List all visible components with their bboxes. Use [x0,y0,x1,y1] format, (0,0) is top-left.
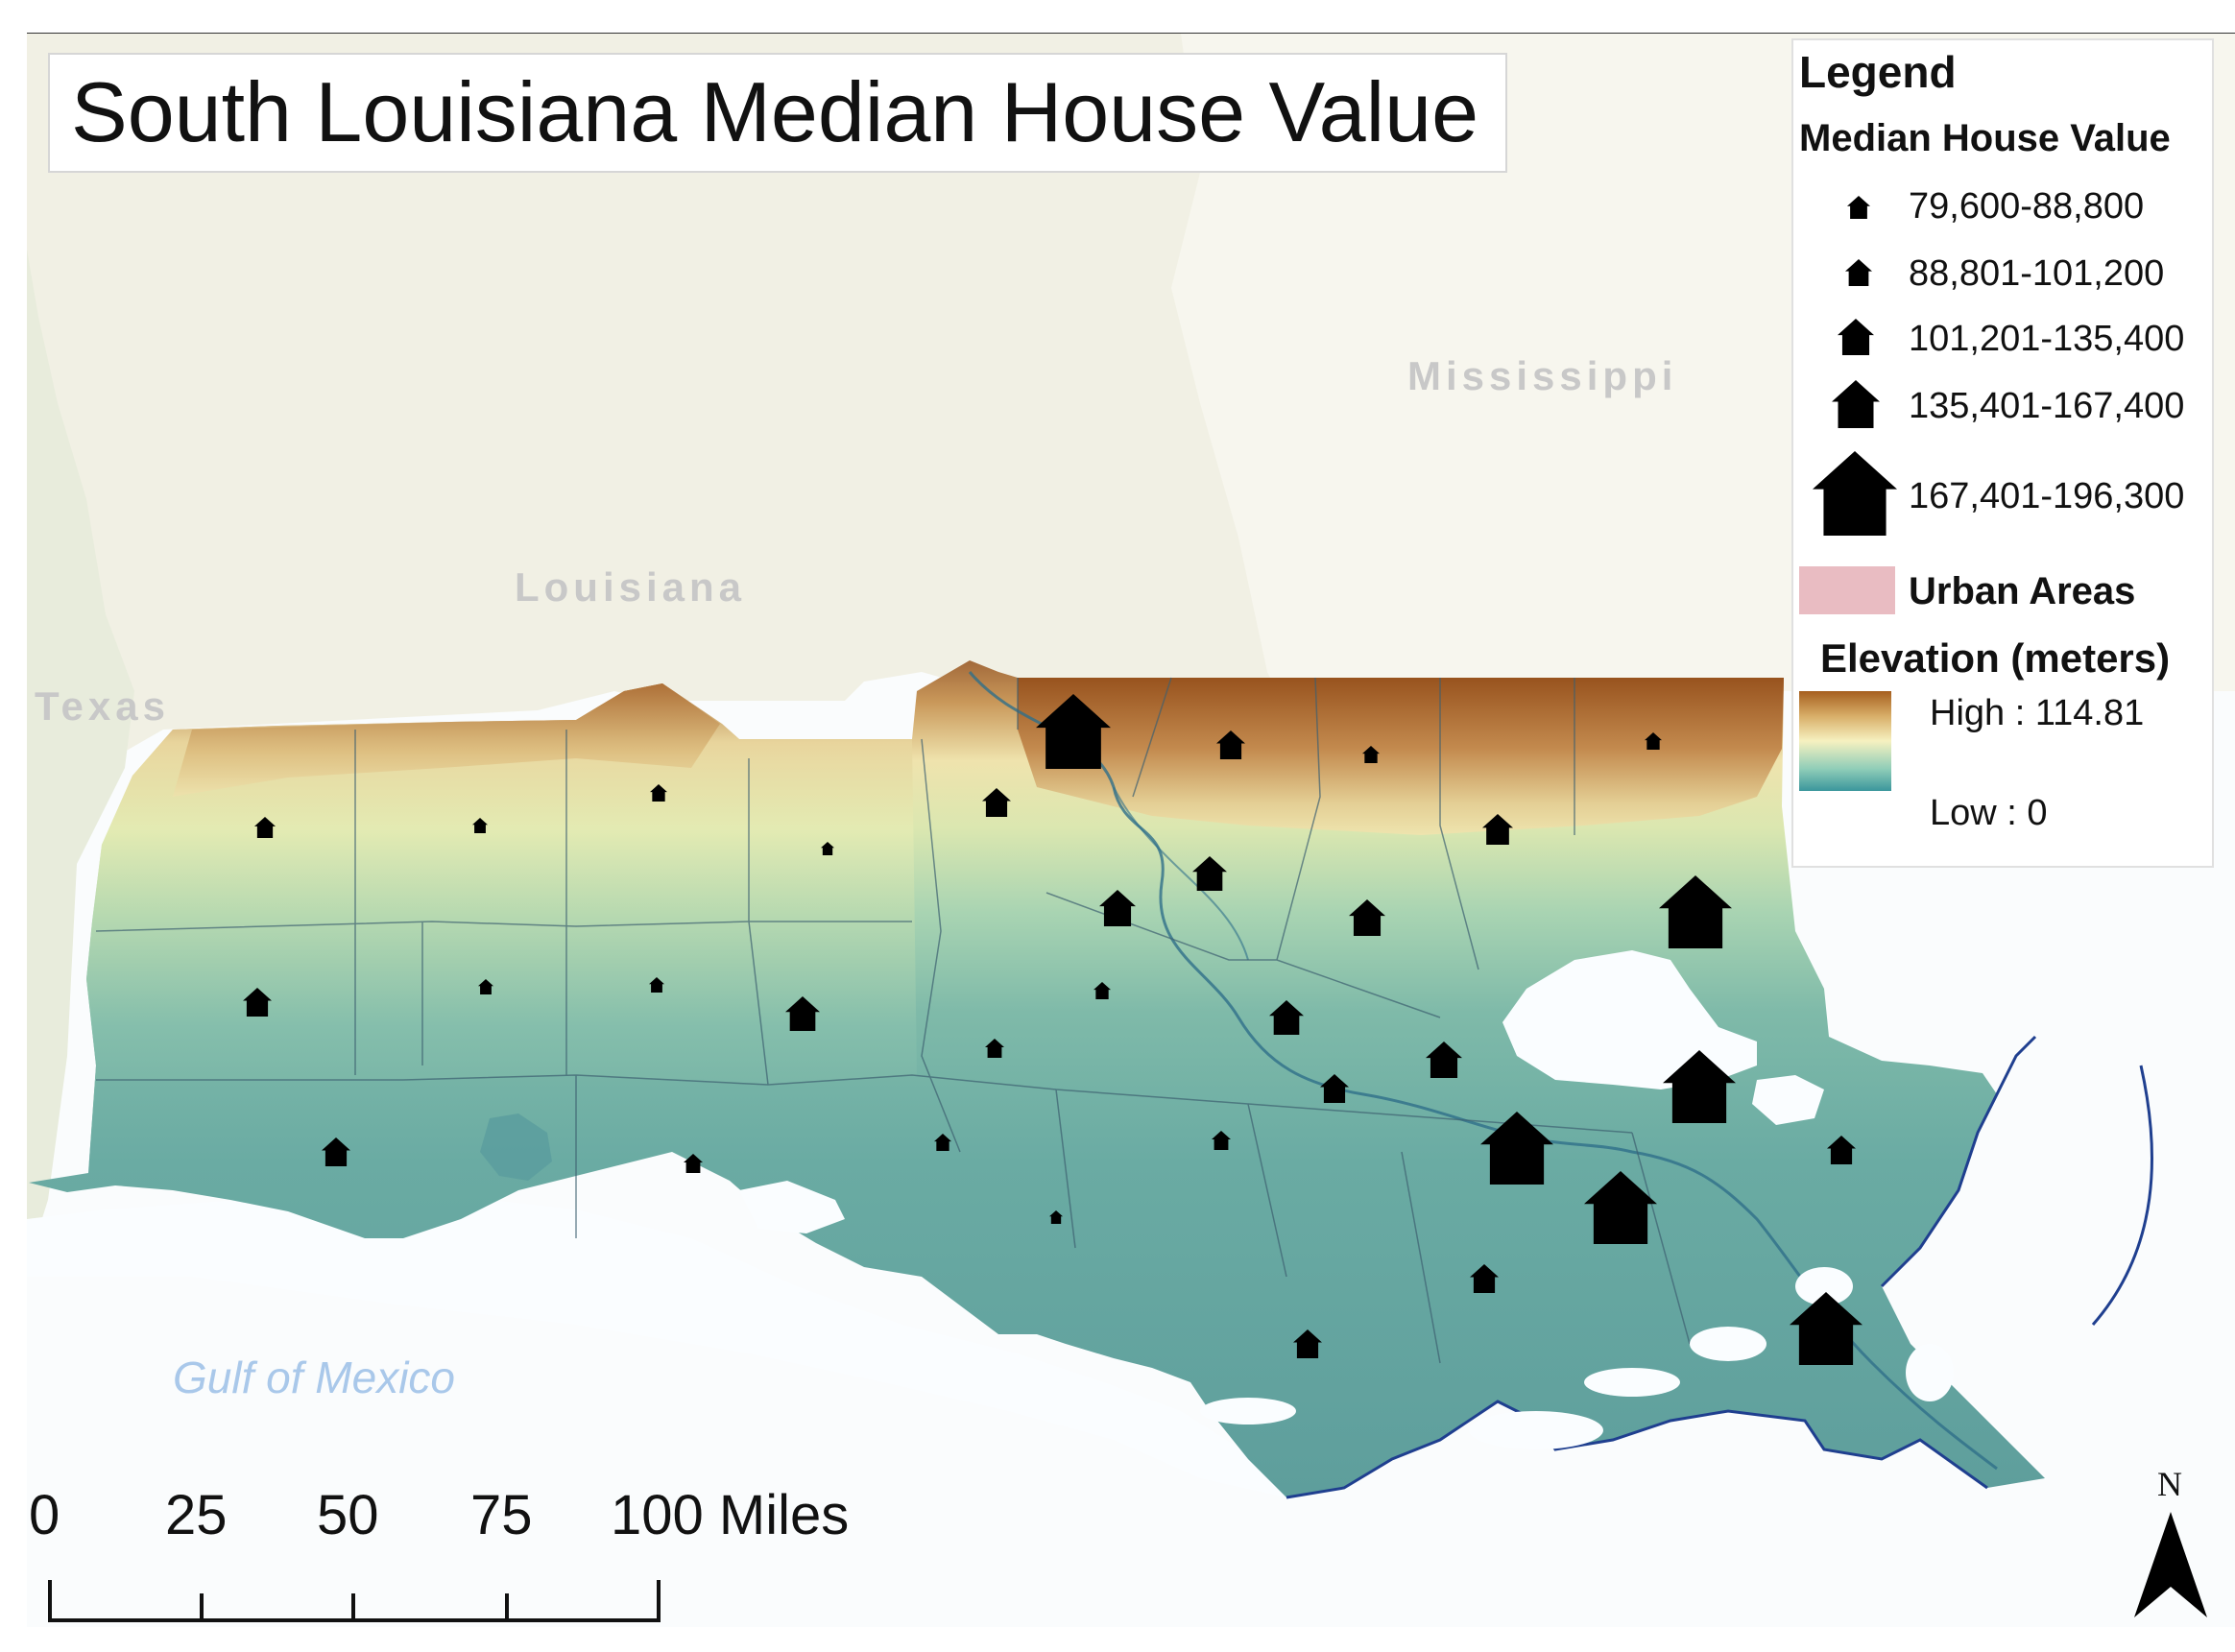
label-texas: Texas [35,683,170,729]
house-icon [1036,694,1111,769]
elevation-low-label: Low : 0 [1930,793,2048,833]
legend-class-2-label: 88,801-101,200 [1909,253,2165,294]
house-icon [684,1154,703,1173]
house-icon [1584,1171,1657,1244]
florida-parishes-hills [1018,678,1784,835]
house-icon [1426,1041,1462,1078]
north-label: N [2157,1465,2182,1503]
house-icon [472,818,488,833]
legend-class-4-label: 135,401-167,400 [1909,386,2185,426]
house-icon [1099,890,1136,926]
parish-boundaries [95,677,1691,1364]
urban-areas-swatch [1799,566,1895,614]
house-icon [478,979,493,994]
house-icon [1320,1074,1349,1103]
house-icon [1663,1050,1736,1123]
legend-panel: Legend Median House Value 79,600-88,800 … [1791,38,2214,868]
house-icon [982,788,1011,817]
house-icon [1049,1210,1063,1224]
house-icon [1645,732,1662,750]
house-icon-class-3 [1838,319,1874,355]
map-title-box: South Louisiana Median House Value [48,53,1507,173]
house-icon-class-5 [1813,451,1897,536]
house-icon [1480,1112,1553,1185]
elevation-high-label: High : 114.81 [1930,693,2145,733]
coastal-marsh-outline [1286,1035,2153,1499]
marsh-water-patches [1200,1267,1954,1449]
legend-class-1-label: 79,600-88,800 [1909,186,2145,227]
lake-borgne [1752,1075,1824,1125]
nearshore-water [27,1190,1286,1497]
north-arrow: N [2127,1464,2213,1627]
lake-pontchartrain [1502,950,1757,1089]
north-arrow-icon [2134,1512,2207,1617]
western-hills [173,683,720,797]
map-title: South Louisiana Median House Value [71,64,1479,159]
house-icon [1212,1131,1231,1150]
house-icon [1349,899,1385,936]
house-icon [322,1137,350,1166]
house-icon [650,784,667,802]
legend-house-value-title: Median House Value [1799,117,2171,159]
house-icon [649,977,664,993]
house-icon [1659,875,1732,948]
elevation-color-ramp [1799,691,1891,791]
house-icon [934,1134,951,1151]
house-icon [985,1039,1004,1058]
texas-basemap [27,250,134,1267]
house-icon [821,842,834,855]
scale-label-25: 25 [165,1484,228,1546]
scale-bar-graphic [48,1580,661,1622]
house-icon [1362,746,1380,763]
scale-bar: 0 25 50 75 100 Miles [29,1483,893,1637]
label-louisiana: Louisiana [515,564,747,610]
house-icon-class-2 [1845,259,1872,286]
atchafalaya-river [1113,786,1249,961]
scale-label-0: 0 [29,1484,60,1546]
scale-label-100-miles: 100 Miles [611,1484,850,1546]
legend-heading: Legend [1799,47,1957,97]
urban-areas-label: Urban Areas [1909,570,2136,612]
scale-label-50: 50 [317,1484,379,1546]
label-mississippi: Mississippi [1407,353,1678,398]
house-icon [1790,1292,1862,1365]
house-icon [1192,856,1227,891]
house-icon [1827,1136,1856,1164]
house-icon-class-4 [1832,380,1880,428]
house-icon [1470,1264,1499,1293]
label-gulf-of-mexico: Gulf of Mexico [173,1353,455,1402]
house-icon [1216,730,1245,759]
house-icon [254,817,276,838]
house-icon [1482,814,1513,845]
western-upland [86,683,917,1173]
house-icon [1269,1000,1304,1035]
house-icon [785,996,820,1031]
calcasieu-lake [480,1113,552,1181]
house-icon [1093,982,1111,999]
house-markers [243,694,1862,1365]
vermilion-bay [739,1181,845,1233]
legend-class-5-label: 167,401-196,300 [1909,476,2185,516]
house-icon [1293,1329,1322,1358]
house-icon [243,988,272,1017]
legend-class-3-label: 101,201-135,400 [1909,319,2185,359]
elevation-title: Elevation (meters) [1820,635,2171,681]
house-icon-class-1 [1847,196,1870,219]
scale-label-75: 75 [470,1484,533,1546]
